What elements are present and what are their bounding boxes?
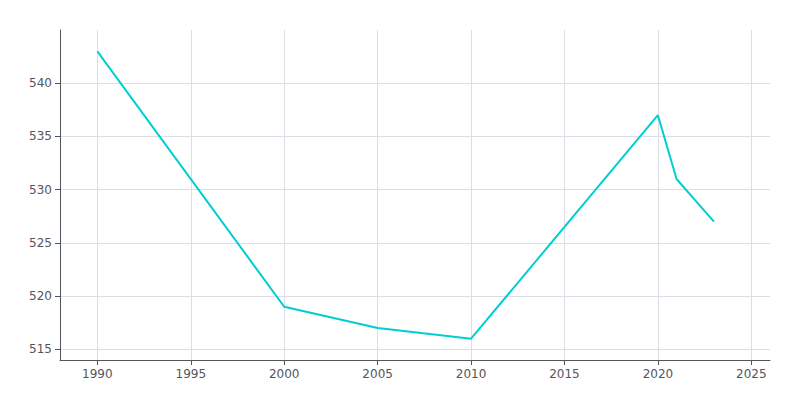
- svg-text:525: 525: [29, 236, 52, 250]
- svg-text:515: 515: [29, 342, 52, 356]
- svg-text:2020: 2020: [643, 367, 674, 381]
- svg-text:535: 535: [29, 129, 52, 143]
- svg-text:1990: 1990: [82, 367, 113, 381]
- svg-text:1995: 1995: [176, 367, 207, 381]
- svg-text:520: 520: [29, 289, 52, 303]
- svg-text:530: 530: [29, 183, 52, 197]
- svg-text:2005: 2005: [362, 367, 393, 381]
- svg-text:2000: 2000: [269, 367, 300, 381]
- svg-text:540: 540: [29, 76, 52, 90]
- svg-text:2010: 2010: [456, 367, 487, 381]
- svg-text:2025: 2025: [736, 367, 767, 381]
- svg-text:2015: 2015: [549, 367, 580, 381]
